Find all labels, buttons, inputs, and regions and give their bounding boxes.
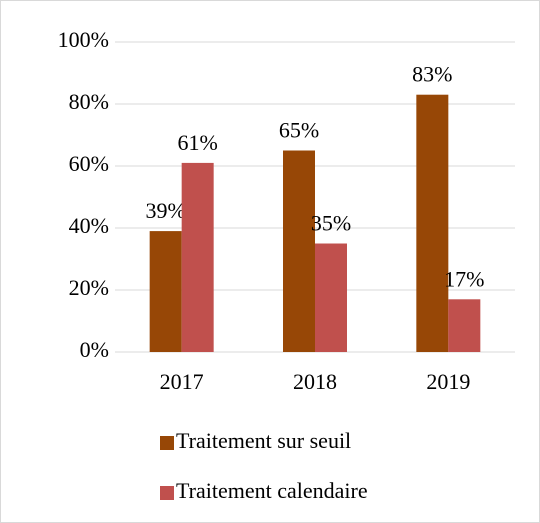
data-label: 65% [279, 118, 319, 143]
y-tick-label: 20% [69, 275, 109, 300]
data-label: 35% [311, 211, 351, 236]
y-tick-label: 60% [69, 151, 109, 176]
data-label: 39% [146, 198, 186, 223]
bar [149, 231, 182, 352]
bar [315, 243, 347, 352]
x-tick-label: 2019 [426, 369, 470, 394]
legend-swatch [160, 486, 174, 500]
bar [416, 94, 449, 352]
legend-swatch [160, 436, 174, 450]
bar [283, 150, 315, 352]
legend-label: Traitement sur seuil [176, 428, 351, 453]
bar [181, 162, 214, 352]
data-label: 61% [178, 130, 218, 155]
x-tick-label: 2017 [160, 369, 204, 394]
data-label: 17% [444, 266, 484, 291]
bar [448, 299, 481, 352]
y-tick-label: 100% [58, 27, 109, 52]
x-tick-label: 2018 [293, 369, 337, 394]
legend-label: Traitement calendaire [176, 478, 368, 503]
y-tick-label: 80% [69, 89, 109, 114]
y-tick-label: 0% [80, 337, 109, 362]
y-tick-label: 40% [69, 213, 109, 238]
data-label: 83% [412, 62, 452, 87]
